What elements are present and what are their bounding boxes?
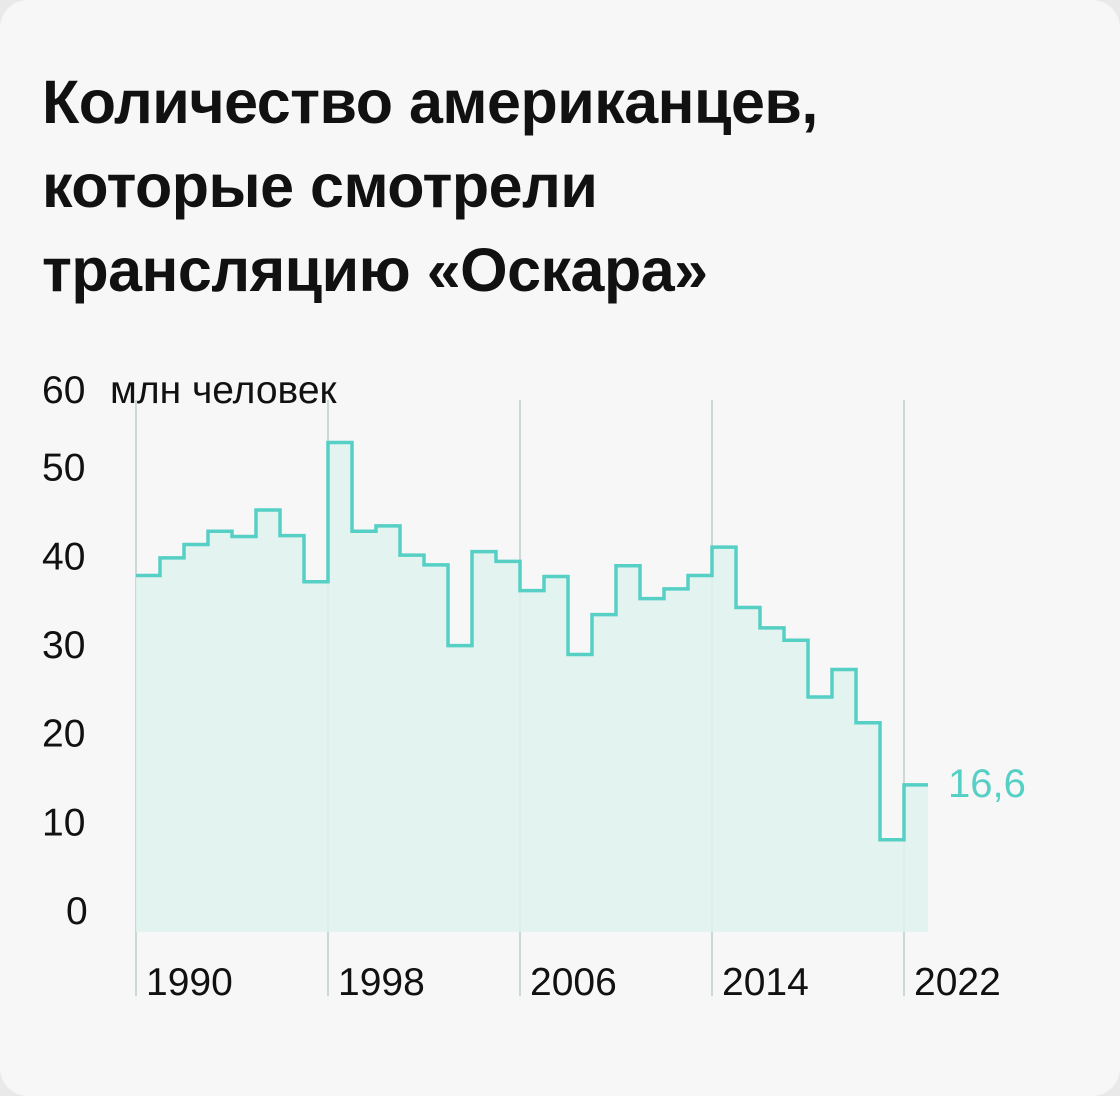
- y-tick-label-20: 20: [42, 713, 85, 756]
- y-tick-label-50: 50: [42, 447, 85, 490]
- chart-title-line-2: которые смотрели: [42, 152, 598, 220]
- chart-title-line-3: трансляцию «Оскара»: [42, 236, 708, 304]
- y-tick-label-60: 60: [42, 369, 85, 412]
- x-tick-label-2022: 2022: [914, 961, 1001, 1004]
- y-tick-label-0: 0: [66, 890, 88, 933]
- y-tick-label-40: 40: [42, 535, 85, 578]
- x-tick-label-2014: 2014: [722, 961, 809, 1004]
- chart-title: Количество американцев, которые смотрели…: [42, 60, 1042, 312]
- last-value-label: 16,6: [948, 762, 1026, 806]
- line-layer: [136, 440, 928, 842]
- area-layer: [136, 442, 928, 932]
- chart-title-line-1: Количество американцев,: [42, 68, 818, 136]
- x-axis-ticks: 1990 1998 2006 2014 2022: [146, 961, 1001, 1004]
- x-tick-label-1998: 1998: [338, 961, 425, 1004]
- x-tick-label-1990: 1990: [146, 961, 233, 1004]
- y-tick-label-30: 30: [42, 624, 85, 667]
- y-tick-label-10: 10: [42, 801, 85, 844]
- y-axis-ticks: 0 10 20 30 40 50 60: [42, 369, 88, 933]
- area-fill: [136, 442, 928, 932]
- x-tick-label-2006: 2006: [530, 961, 617, 1004]
- y-axis-unit-label: млн человек: [110, 369, 338, 412]
